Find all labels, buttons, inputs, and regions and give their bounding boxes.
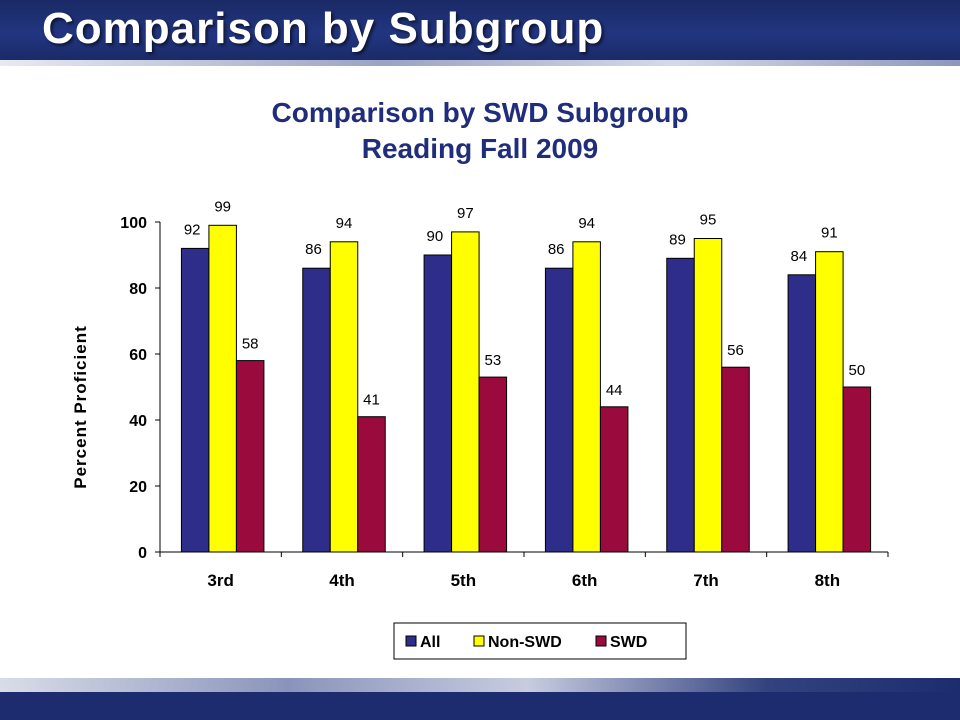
data-label: 44 [606, 382, 623, 399]
slide-header [0, 0, 960, 62]
data-label: 94 [336, 215, 353, 232]
y-tick-label: 60 [129, 347, 147, 364]
bar-all [666, 257, 695, 553]
bar-non-swd [693, 238, 723, 553]
data-label: 91 [821, 225, 838, 242]
bar-swd [599, 406, 629, 553]
data-label: 94 [578, 215, 595, 232]
data-label: 84 [790, 248, 807, 265]
data-label: 56 [727, 342, 744, 359]
header-divider [0, 60, 960, 66]
legend-swatch [595, 635, 607, 647]
bar-swd [478, 376, 508, 553]
y-tick-label: 40 [129, 413, 147, 430]
legend-label: SWD [610, 634, 647, 651]
bar-all [423, 254, 453, 553]
data-label: 58 [242, 336, 259, 353]
bar-swd [842, 386, 872, 553]
bar-all [787, 274, 817, 553]
x-tick-label: 6th [572, 571, 598, 590]
bar-non-swd [329, 241, 359, 553]
x-tick-label: 8th [815, 571, 841, 590]
data-label: 86 [548, 241, 565, 258]
bar-swd [235, 360, 265, 553]
y-tick-label: 100 [120, 215, 147, 232]
x-tick-label: 3rd [207, 571, 233, 590]
data-label: 50 [848, 362, 865, 379]
data-label: 95 [700, 212, 717, 229]
data-label: 86 [305, 241, 322, 258]
bar-chart: Comparison by SWD Subgroup Reading Fall 2… [71, 97, 889, 660]
y-tick-label: 20 [129, 479, 147, 496]
y-tick-label: 0 [138, 545, 147, 562]
data-label: 89 [669, 231, 686, 248]
data-label: 92 [184, 221, 201, 238]
bar-non-swd [451, 231, 480, 553]
data-label: 97 [457, 205, 474, 222]
data-label: 41 [363, 392, 380, 409]
x-tick-label: 7th [693, 571, 719, 590]
legend-swatch [405, 635, 417, 647]
bar-non-swd [208, 224, 237, 553]
chart-title-line: Comparison by SWD Subgroup [272, 97, 689, 128]
bar-all [180, 247, 210, 553]
x-tick-label: 4th [329, 571, 355, 590]
bar-swd [721, 366, 750, 553]
bar-swd [357, 416, 386, 553]
legend-swatch [473, 635, 485, 647]
bar-non-swd [815, 251, 844, 553]
legend-box [393, 622, 687, 660]
y-tick-label: 80 [129, 281, 147, 298]
y-axis-title: Percent Proficient [71, 325, 90, 489]
legend-label: All [420, 634, 440, 651]
data-label: 53 [484, 352, 501, 369]
data-label: 99 [214, 198, 231, 215]
bar-all [544, 267, 574, 553]
x-tick-label: 5th [451, 571, 477, 590]
data-label: 90 [426, 228, 443, 245]
chart-title-line: Reading Fall 2009 [362, 133, 599, 164]
slide-title: Comparison by Subgroup [42, 4, 605, 53]
bar-non-swd [572, 241, 601, 553]
footer-divider [0, 678, 960, 692]
legend-label: Non-SWD [488, 634, 562, 651]
bar-all [302, 267, 331, 553]
